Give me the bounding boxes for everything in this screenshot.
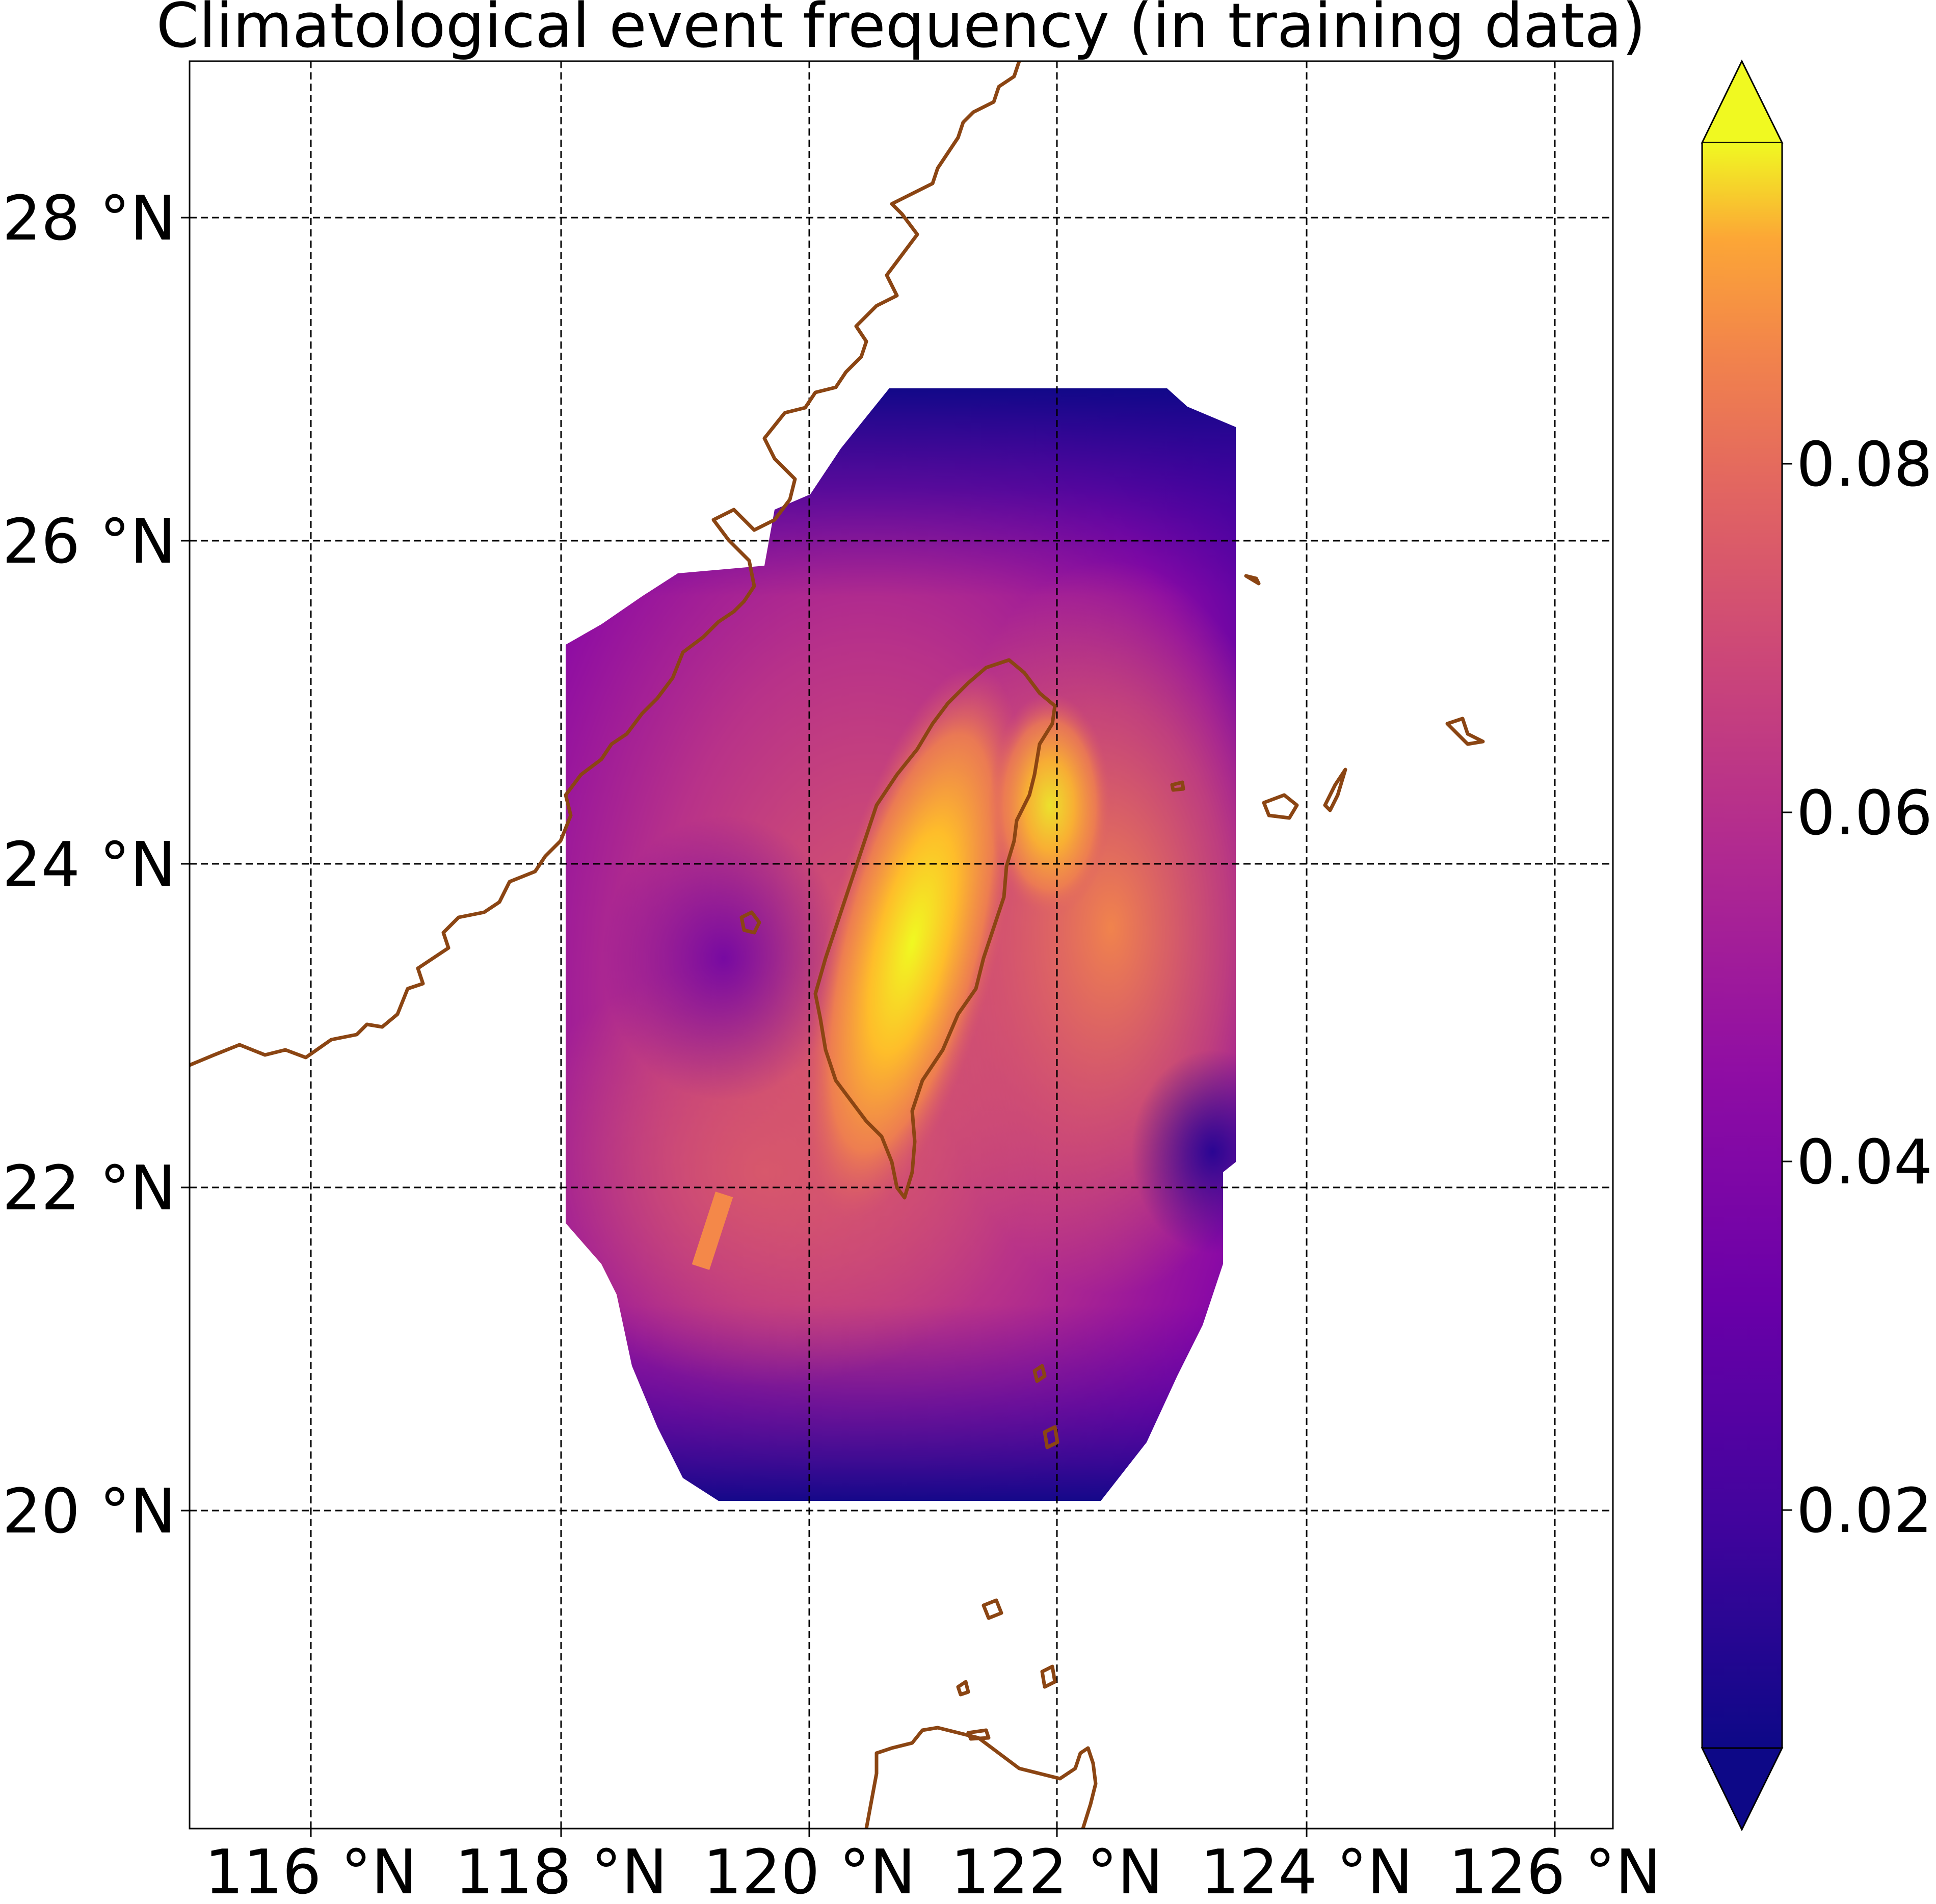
ryukyu-island-a xyxy=(1262,793,1299,820)
ryukyu-island-e xyxy=(1244,574,1261,586)
small-high-streak xyxy=(692,1192,733,1270)
taiwan-max-core xyxy=(803,665,1021,1221)
y-tick-label-26: 26 °N xyxy=(2,507,176,577)
west-low-area xyxy=(601,815,846,1101)
ryukyu-island-c xyxy=(1445,717,1485,746)
plot-frame xyxy=(189,60,1614,1830)
x-tick-label-118: 118 °N xyxy=(455,1837,668,1904)
colorbar-label-0.02: 0.02 xyxy=(1796,1476,1932,1547)
luzon-north-coast xyxy=(864,1726,1098,1829)
colorbar-gradient xyxy=(1702,143,1782,1748)
china-coastline xyxy=(190,61,1021,1067)
colorbar: 0.08 0.06 0.04 0.02 xyxy=(1701,59,1932,1832)
y-tick-label-24: 24 °N xyxy=(2,830,176,901)
coastlines xyxy=(190,61,1485,1829)
east-coast-max xyxy=(989,693,1111,917)
colorbar-extend-min xyxy=(1701,1747,1784,1832)
colorbar-label-0.08: 0.08 xyxy=(1796,430,1932,500)
y-tick-label-22: 22 °N xyxy=(2,1153,176,1224)
y-tick-label-28: 28 °N xyxy=(2,183,176,254)
x-tick-label-124: 124 °N xyxy=(1201,1837,1413,1904)
heatmap-field xyxy=(566,388,1236,1501)
luzon-strait-island-e xyxy=(956,1680,970,1697)
colorbar-label-0.06: 0.06 xyxy=(1796,778,1932,849)
luzon-strait-island-b xyxy=(1043,1425,1059,1449)
luzon-strait-island-c xyxy=(982,1598,1003,1620)
ryukyu-island-d xyxy=(1170,780,1185,792)
x-tick-label-126: 126 °N xyxy=(1449,1837,1661,1904)
luzon-strait-island-a xyxy=(1032,1364,1047,1383)
y-axis: 28 °N 26 °N 24 °N 22 °N 20 °N xyxy=(2,183,190,1547)
colorbar-label-0.04: 0.04 xyxy=(1796,1127,1932,1198)
x-tick-label-122: 122 °N xyxy=(951,1837,1163,1904)
x-tick-label-116: 116 °N xyxy=(205,1837,417,1904)
graticule xyxy=(190,61,1613,1829)
x-tick-label-120: 120 °N xyxy=(703,1837,916,1904)
southeast-low-patch xyxy=(1131,1050,1236,1254)
y-tick-label-20: 20 °N xyxy=(2,1476,176,1547)
map-title: Climatological event frequency (in train… xyxy=(156,0,1646,62)
x-axis: 116 °N 118 °N 120 °N 122 °N 124 °N 126 °… xyxy=(205,1829,1661,1904)
luzon-strait-island-d xyxy=(1040,1664,1057,1689)
north-low-band xyxy=(566,388,1236,596)
colorbar-extend-max xyxy=(1701,59,1784,144)
taiwan-coastline xyxy=(813,658,1057,1200)
ryukyu-island-b xyxy=(1323,768,1347,812)
penghu-islands xyxy=(739,910,761,935)
